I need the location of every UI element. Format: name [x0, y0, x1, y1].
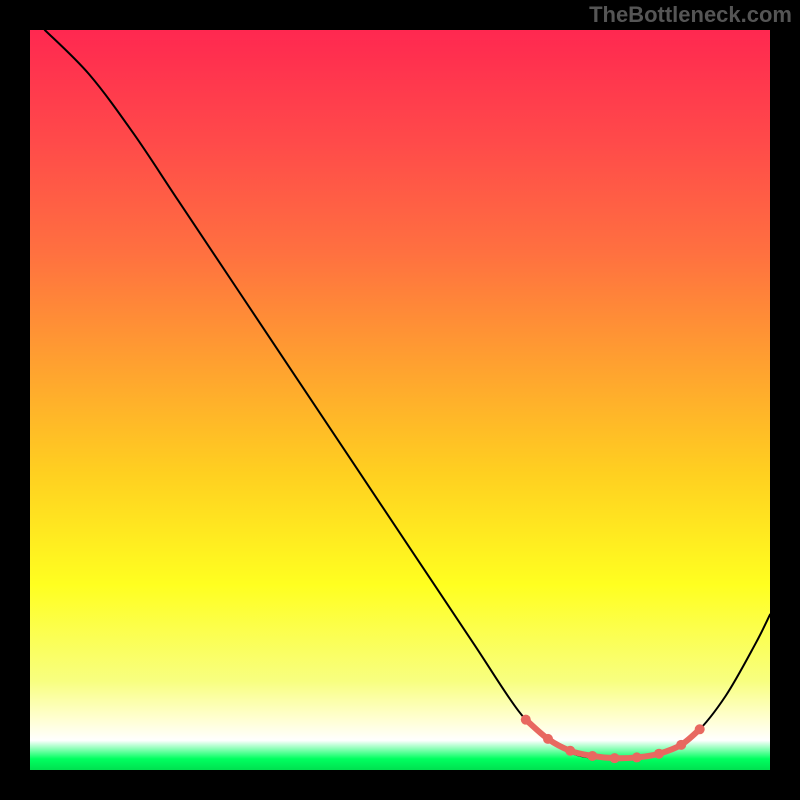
- gradient-background: [30, 30, 770, 770]
- optimal-range-dot: [565, 746, 575, 756]
- optimal-range-dot: [654, 749, 664, 759]
- optimal-range-dot: [543, 734, 553, 744]
- optimal-range-dot: [587, 751, 597, 761]
- plot-svg: [30, 30, 770, 770]
- chart-container: TheBottleneck.com: [0, 0, 800, 800]
- watermark-text: TheBottleneck.com: [589, 2, 792, 28]
- optimal-range-dot: [676, 740, 686, 750]
- optimal-range-dot: [695, 724, 705, 734]
- plot-area: [30, 30, 770, 770]
- optimal-range-dot: [632, 752, 642, 762]
- optimal-range-dot: [521, 715, 531, 725]
- optimal-range-dot: [610, 753, 620, 763]
